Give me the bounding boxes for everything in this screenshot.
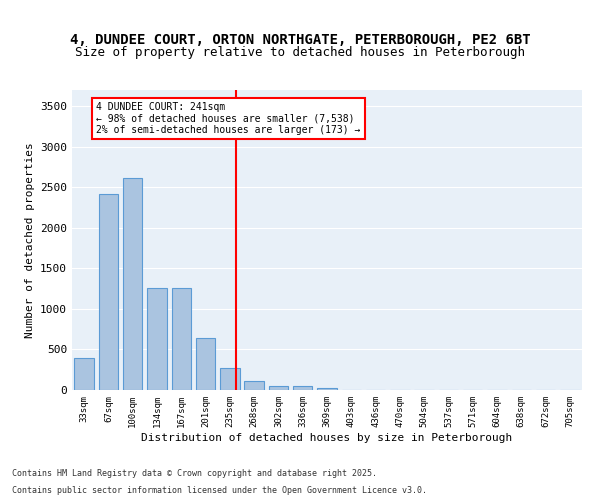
Bar (293, 386, 313, 390)
Bar (317, 388, 337, 390)
Text: 4, DUNDEE COURT, ORTON NORTHGATE, PETERBOROUGH, PE2 6BT: 4, DUNDEE COURT, ORTON NORTHGATE, PETERB… (70, 32, 530, 46)
Bar (172, 288, 191, 390)
Bar (269, 386, 288, 390)
Text: Contains public sector information licensed under the Open Government Licence v3: Contains public sector information licen… (12, 486, 427, 495)
Bar (74, 358, 94, 390)
Bar (99, 194, 118, 390)
Text: Size of property relative to detached houses in Peterborough: Size of property relative to detached ho… (75, 46, 525, 59)
Bar (220, 368, 239, 390)
Bar (123, 178, 142, 390)
Bar (196, 338, 215, 390)
Y-axis label: Number of detached properties: Number of detached properties (25, 142, 35, 338)
Text: 4 DUNDEE COURT: 241sqm
← 98% of detached houses are smaller (7,538)
2% of semi-d: 4 DUNDEE COURT: 241sqm ← 98% of detached… (96, 102, 361, 136)
Text: Contains HM Land Registry data © Crown copyright and database right 2025.: Contains HM Land Registry data © Crown c… (12, 468, 377, 477)
X-axis label: Distribution of detached houses by size in Peterborough: Distribution of detached houses by size … (142, 432, 512, 442)
Bar (244, 381, 264, 390)
Bar (147, 288, 167, 390)
